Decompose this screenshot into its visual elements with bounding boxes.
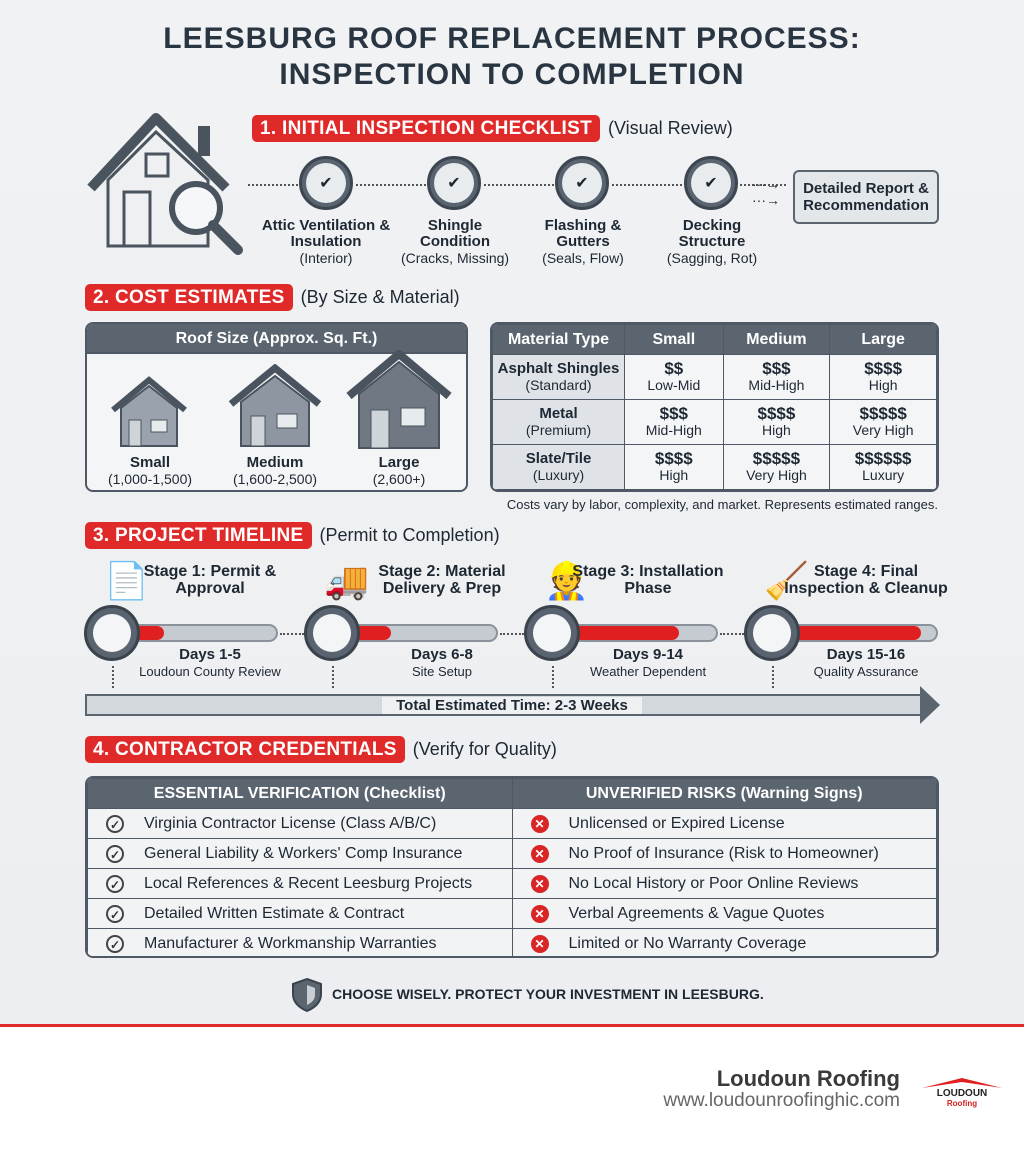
roof-size-panel: Roof Size (Approx. Sq. Ft.) Small (1,000-… <box>85 322 468 492</box>
section2-label: 2. COST ESTIMATES <box>85 284 293 311</box>
section4-label: 4. CONTRACTOR CREDENTIALS <box>85 736 405 763</box>
check-circle-icon: ✔ <box>555 156 609 210</box>
section1-sub: (Visual Review) <box>607 118 733 138</box>
roof-size-header: Roof Size (Approx. Sq. Ft.) <box>87 324 466 354</box>
x-icon: ✕ <box>530 935 549 953</box>
brand-name: Loudoun Roofing <box>716 1066 900 1091</box>
section1-header: 1. INITIAL INSPECTION CHECKLIST (Visual … <box>252 115 733 142</box>
inspection-item: Attic Ventilation & Insulation (Interior) <box>261 217 391 267</box>
shield-icon <box>292 977 322 1013</box>
credential-row: ✓ Local References & Recent Leesburg Proj… <box>87 868 937 899</box>
check-icon: ✓ <box>106 905 124 923</box>
loudoun-roofing-logo: LOUDOUN Roofing <box>922 1078 1002 1108</box>
cost-table: Material Type Small Medium Large Asphalt Sh… <box>490 322 939 492</box>
inspection-item: Flashing & Gutters (Seals, Flow) <box>542 217 624 267</box>
detailed-report-box: Detailed Report & Recommendation <box>793 170 939 224</box>
check-circle-icon: ✔ <box>427 156 481 210</box>
credentials-table: ESSENTIAL VERIFICATION (Checklist) UNVERI… <box>85 776 939 958</box>
permit-stamp-icon: 📄 <box>104 560 149 601</box>
section3-label: 3. PROJECT TIMELINE <box>85 522 312 549</box>
cost-table-header: Material Type Small Medium Large <box>492 324 937 355</box>
credential-row: ✓ Virginia Contractor License (Class A/B/… <box>87 808 937 839</box>
small-house-icon <box>111 376 187 447</box>
inspection-item: Shingle Condition (Cracks, Missing) <box>400 217 510 267</box>
credential-row: ✓ General Liability & Workers' Comp Insur… <box>87 838 937 869</box>
tagline: CHOOSE WISELY. PROTECT YOUR INVESTMENT I… <box>332 986 764 1002</box>
svg-text:Roofing: Roofing <box>947 1099 977 1108</box>
section1-label: 1. INITIAL INSPECTION CHECKLIST <box>252 115 600 142</box>
table-row: Slate/Tile (Luxury) $$$$ High $$$$$ Very High… <box>492 444 937 490</box>
check-circle-icon: ✔ <box>299 156 353 210</box>
section4-sub: (Verify for Quality) <box>412 739 557 759</box>
house-magnifier-icon <box>87 113 243 255</box>
section3-header: 3. PROJECT TIMELINE (Permit to Completio… <box>85 522 500 549</box>
x-icon: ✕ <box>530 845 549 863</box>
arrow-icon: ···→ ···→ <box>752 176 780 208</box>
clock-icon <box>524 605 580 661</box>
table-row: Metal (Premium) $$$ Mid-High $$$$ High $$$$$ Ve… <box>492 399 937 445</box>
page-title-line2: INSPECTION TO COMPLETION <box>279 58 745 91</box>
arrow-head-icon <box>920 686 940 724</box>
size-small: Small (1,000-1,500) <box>107 454 193 487</box>
inspection-item: Decking Structure (Sagging, Rot) <box>666 217 758 267</box>
stage-title: Stage 3: Installation Phase <box>572 563 724 597</box>
clock-icon <box>304 605 360 661</box>
check-icon: ✓ <box>106 875 124 893</box>
check-icon: ✓ <box>106 935 124 953</box>
section3-sub: (Permit to Completion) <box>319 525 500 545</box>
stage-progress-bar <box>564 624 718 642</box>
cost-note: Costs vary by labor, complexity, and mar… <box>506 497 938 512</box>
brand-url[interactable]: www.loudounroofinghic.com <box>663 1090 900 1111</box>
size-medium: Medium (1,600-2,500) <box>232 454 318 487</box>
clipboard-broom-icon: 🧹 <box>764 560 809 601</box>
credential-row: ✓ Detailed Written Estimate & Contract ✕ Ve… <box>87 898 937 929</box>
section2-sub: (By Size & Material) <box>300 287 460 307</box>
credentials-header: ESSENTIAL VERIFICATION (Checklist) UNVERI… <box>87 778 937 809</box>
stage-progress-bar <box>784 624 938 642</box>
page-title-line1: LEESBURG ROOF REPLACEMENT PROCESS: <box>163 22 861 55</box>
section2-header: 2. COST ESTIMATES (By Size & Material) <box>85 284 460 311</box>
stage-title: Stage 4: Final Inspection & Cleanup <box>784 563 948 597</box>
section4-header: 4. CONTRACTOR CREDENTIALS (Verify for Qu… <box>85 736 557 763</box>
large-house-icon <box>346 350 452 449</box>
delivery-truck-icon: 🚚 <box>324 560 369 601</box>
stage-title: Stage 2: Material Delivery & Prep <box>378 563 506 597</box>
total-time: Total Estimated Time: 2-3 Weeks <box>382 697 642 714</box>
size-large: Large (2,600+) <box>372 454 426 487</box>
clock-icon <box>84 605 140 661</box>
roofers-icon: 👷 <box>544 560 589 601</box>
check-icon: ✓ <box>106 845 124 863</box>
clock-icon <box>744 605 800 661</box>
stage-days: Days 6-8 Site Setup <box>411 646 473 679</box>
stage-days: Days 9-14 Weather Dependent <box>589 646 707 679</box>
x-icon: ✕ <box>530 875 549 893</box>
stage-days: Days 1-5 Loudoun County Review <box>139 646 281 679</box>
stage-title: Stage 1: Permit & Approval <box>143 563 277 597</box>
x-icon: ✕ <box>530 815 549 833</box>
divider <box>0 1024 1024 1027</box>
stage-days: Days 15-16 Quality Assurance <box>813 646 919 679</box>
medium-house-icon <box>228 364 322 447</box>
check-circle-icon: ✔ <box>684 156 738 210</box>
credential-row: ✓ Manufacturer & Workmanship Warranties ✕ L… <box>87 928 937 956</box>
x-icon: ✕ <box>530 905 549 923</box>
svg-text:LOUDOUN: LOUDOUN <box>937 1088 988 1099</box>
table-row: Asphalt Shingles (Standard) $$ Low-Mid $$$ Mi… <box>492 354 937 400</box>
stage-progress-bar <box>344 624 498 642</box>
stage-progress-bar <box>124 624 278 642</box>
check-icon: ✓ <box>106 815 124 833</box>
